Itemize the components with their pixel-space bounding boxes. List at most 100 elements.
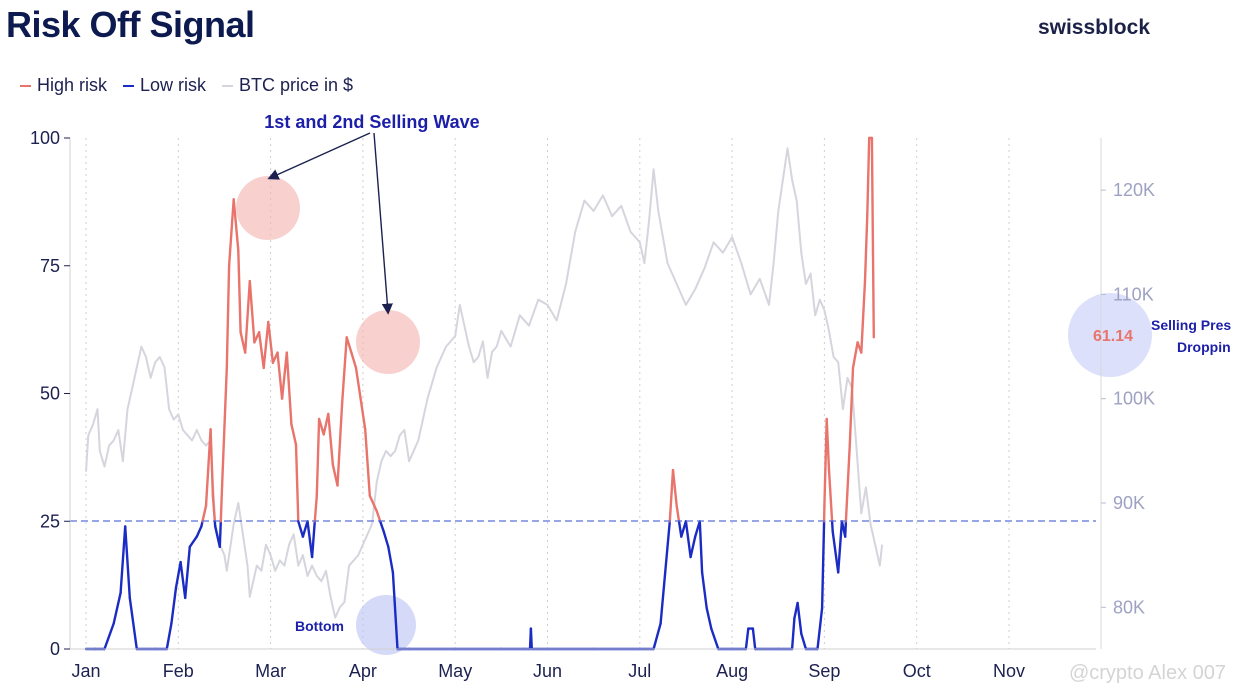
high-risk-segment bbox=[257, 331, 265, 370]
high-risk-segment bbox=[340, 336, 348, 405]
left-tick-label: 100 bbox=[30, 128, 60, 148]
low-risk-segment bbox=[698, 520, 704, 574]
high-risk-segment bbox=[671, 468, 678, 508]
legend-swatch-high-risk bbox=[20, 84, 31, 87]
vertical-gridlines bbox=[85, 138, 1010, 649]
bottom-highlight bbox=[356, 595, 416, 655]
low-risk-segment bbox=[297, 520, 305, 538]
left-tick-label: 50 bbox=[40, 384, 60, 404]
low-risk-segment bbox=[820, 520, 826, 610]
x-tick-nov: Nov bbox=[993, 661, 1025, 681]
high-risk-segment bbox=[232, 198, 240, 252]
low-risk-segment bbox=[170, 586, 178, 625]
high-risk-segment bbox=[368, 494, 378, 513]
low-risk-segment bbox=[112, 591, 122, 625]
x-tick-oct: Oct bbox=[903, 661, 931, 681]
high-risk-segment bbox=[204, 428, 212, 508]
low-risk-segment bbox=[689, 535, 697, 559]
low-risk-segment bbox=[123, 525, 132, 600]
low-risk-segment bbox=[652, 622, 662, 651]
high-risk-segment bbox=[675, 504, 681, 523]
high-risk-segment bbox=[290, 423, 298, 446]
high-risk-segment bbox=[313, 494, 318, 523]
low-risk-segment bbox=[387, 545, 395, 574]
high-risk-segment bbox=[354, 366, 362, 400]
low-risk-segment bbox=[188, 535, 199, 548]
right-tick-label: 90K bbox=[1113, 493, 1145, 513]
x-tick-may: May bbox=[438, 661, 472, 681]
low-risk-segment bbox=[529, 627, 533, 651]
selling-pressure-line2: Droppin bbox=[1177, 339, 1231, 355]
low-risk-segment bbox=[659, 571, 667, 625]
legend-swatch-btc-price bbox=[222, 84, 234, 87]
high-risk-segment bbox=[267, 320, 275, 364]
legend-item-low-risk: Low risk bbox=[123, 75, 206, 96]
high-risk-segment bbox=[280, 351, 288, 400]
right-tick-label: 110K bbox=[1113, 284, 1154, 304]
left-tick-label: 25 bbox=[40, 511, 60, 531]
low-risk-segment bbox=[379, 520, 385, 533]
high-risk-segment bbox=[844, 443, 851, 523]
low-risk-segment bbox=[816, 606, 824, 651]
low-risk-segment bbox=[382, 530, 390, 548]
legend: High risk Low risk BTC price in $ bbox=[20, 75, 353, 96]
high-risk-segment bbox=[276, 351, 284, 400]
low-risk-segment bbox=[310, 520, 316, 559]
high-risk-segment bbox=[225, 264, 231, 370]
legend-item-btc-price: BTC price in $ bbox=[222, 75, 353, 96]
high-risk-segment bbox=[870, 136, 875, 339]
low-risk-segment bbox=[800, 632, 808, 651]
highlight-circles bbox=[236, 176, 1152, 655]
high-risk-segment bbox=[359, 397, 367, 431]
high-risk-segment bbox=[375, 509, 382, 523]
high-risk-segment bbox=[851, 341, 859, 370]
legend-label: High risk bbox=[37, 75, 108, 95]
legend-swatch-low-risk bbox=[123, 84, 135, 87]
legend-label: Low risk bbox=[140, 75, 207, 95]
high-risk-segment bbox=[327, 412, 335, 467]
low-risk-segment bbox=[796, 601, 803, 635]
first-wave-highlight bbox=[236, 176, 300, 240]
legend-item-high-risk: High risk bbox=[20, 75, 107, 96]
high-risk-segment bbox=[345, 336, 353, 354]
low-risk-segment bbox=[831, 530, 840, 574]
right-tick-label: 120K bbox=[1113, 180, 1155, 200]
low-risk-segment bbox=[174, 560, 182, 589]
left-axis-ticks: 0 25 50 75 100 bbox=[30, 128, 70, 659]
low-risk-segment bbox=[790, 617, 796, 651]
bottom-label: Bottom bbox=[295, 618, 344, 634]
low-risk-segment bbox=[165, 622, 173, 651]
low-risk-segment bbox=[195, 525, 203, 538]
high-risk-segment bbox=[364, 428, 371, 497]
high-risk-segment bbox=[243, 279, 252, 354]
high-risk-segment bbox=[201, 504, 208, 523]
high-risk-segment bbox=[827, 468, 834, 523]
low-risk-segment bbox=[183, 545, 192, 600]
low-risk-segment bbox=[744, 627, 750, 651]
arrow-to-second-wave bbox=[373, 132, 393, 315]
current-value-highlight bbox=[1068, 293, 1152, 377]
second-wave-highlight bbox=[356, 310, 420, 374]
arrow-to-first-wave bbox=[267, 132, 371, 180]
low-risk-segment bbox=[128, 596, 139, 651]
high-risk-segment bbox=[285, 351, 293, 426]
selling-wave-label: 1st and 2nd Selling Wave bbox=[264, 112, 479, 132]
x-tick-jan: Jan bbox=[71, 661, 100, 681]
x-tick-jul: Jul bbox=[628, 661, 651, 681]
low-risk-segment bbox=[705, 606, 713, 630]
x-tick-sep: Sep bbox=[808, 661, 840, 681]
x-tick-aug: Aug bbox=[716, 661, 748, 681]
high-risk-segment bbox=[350, 351, 358, 370]
selling-pressure-line1: Selling Pres bbox=[1151, 317, 1231, 333]
legend-label: BTC price in $ bbox=[239, 75, 354, 95]
high-risk-segment bbox=[219, 484, 224, 523]
high-risk-segment bbox=[863, 213, 869, 283]
high-risk-segment bbox=[848, 366, 855, 446]
right-axis-ticks: 80K 90K 100K 110K 120K bbox=[1101, 180, 1155, 617]
high-risk-segment bbox=[315, 417, 321, 497]
low-risk-segment bbox=[710, 627, 720, 651]
current-risk-value: 61.14 bbox=[1093, 328, 1133, 345]
low-risk-segment bbox=[830, 520, 834, 533]
x-axis-ticks: Jan Feb Mar Apr May Jun Jul Aug Sep Oct Nov bbox=[71, 661, 1025, 681]
